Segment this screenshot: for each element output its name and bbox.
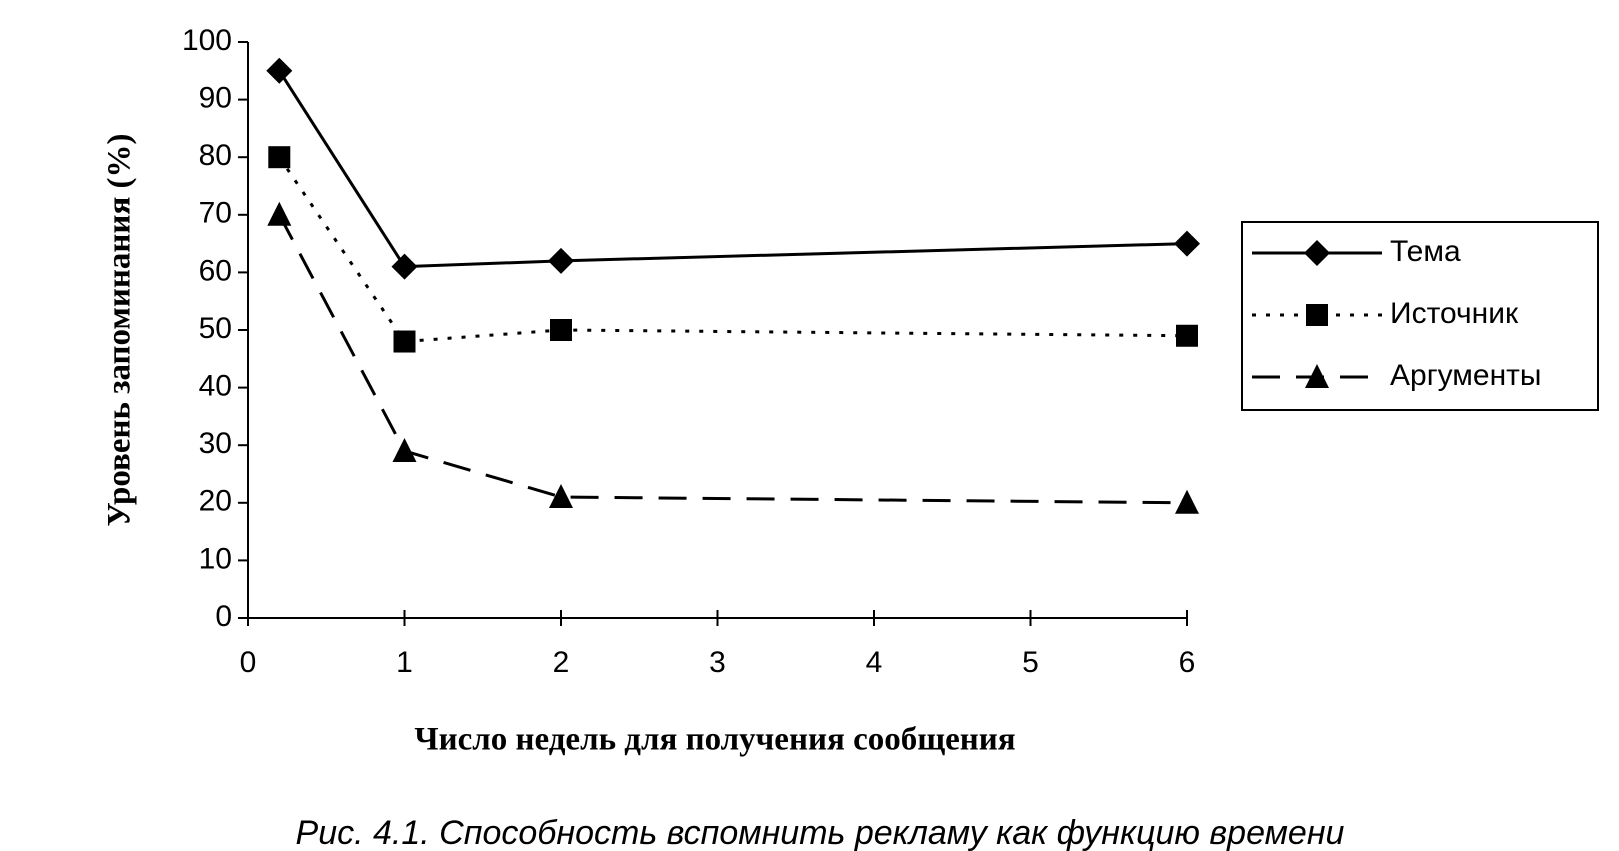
x-tick-label: 2 xyxy=(553,646,570,679)
marker-triangle xyxy=(267,201,292,226)
y-tick-label: 20 xyxy=(199,485,232,518)
marker-square xyxy=(1306,304,1328,326)
x-tick-label: 1 xyxy=(396,646,413,679)
marker-triangle xyxy=(549,484,573,509)
caption: Рис. 4.1. Способность вспомнить рекламу … xyxy=(296,814,1345,851)
x-tick-label: 4 xyxy=(866,646,883,679)
marker-square xyxy=(268,146,291,169)
y-tick-label: 100 xyxy=(182,24,232,57)
marker-diamond xyxy=(391,253,418,280)
legend-label: Тема xyxy=(1390,235,1461,268)
y-tick-label: 10 xyxy=(199,542,232,575)
legend-label: Источник xyxy=(1390,297,1519,330)
marker-diamond xyxy=(1174,230,1200,257)
series-line xyxy=(277,214,1188,505)
x-tick-label: 5 xyxy=(1022,646,1039,679)
x-tick-label: 3 xyxy=(709,646,726,679)
legend-label: Аргументы xyxy=(1390,359,1541,392)
x-tick-label: 0 xyxy=(240,646,257,679)
marker-diamond xyxy=(1304,240,1330,266)
marker-square xyxy=(1176,324,1198,347)
y-tick-label: 70 xyxy=(199,197,232,230)
y-tick-label: 80 xyxy=(199,139,232,172)
legend-box xyxy=(1241,221,1599,411)
marker-square xyxy=(550,319,572,341)
y-tick-label: 40 xyxy=(199,370,232,403)
series-line xyxy=(278,69,1188,269)
x-axis-label: Число недель для получения сообщения xyxy=(414,722,1015,758)
marker-diamond xyxy=(266,57,293,84)
marker-triangle xyxy=(392,437,417,462)
series-line xyxy=(278,156,1188,344)
marker-triangle xyxy=(1175,489,1199,514)
y-tick-label: 90 xyxy=(199,82,232,115)
y-tick-label: 30 xyxy=(199,427,232,460)
marker-triangle xyxy=(1305,364,1329,388)
y-axis-label: Уровень запоминания (%) xyxy=(102,133,138,526)
marker-diamond xyxy=(548,247,574,274)
x-tick-label: 6 xyxy=(1179,646,1196,679)
y-tick-label: 0 xyxy=(215,600,232,633)
marker-square xyxy=(393,330,416,353)
y-tick-label: 50 xyxy=(199,312,232,345)
y-tick-label: 60 xyxy=(199,254,232,287)
